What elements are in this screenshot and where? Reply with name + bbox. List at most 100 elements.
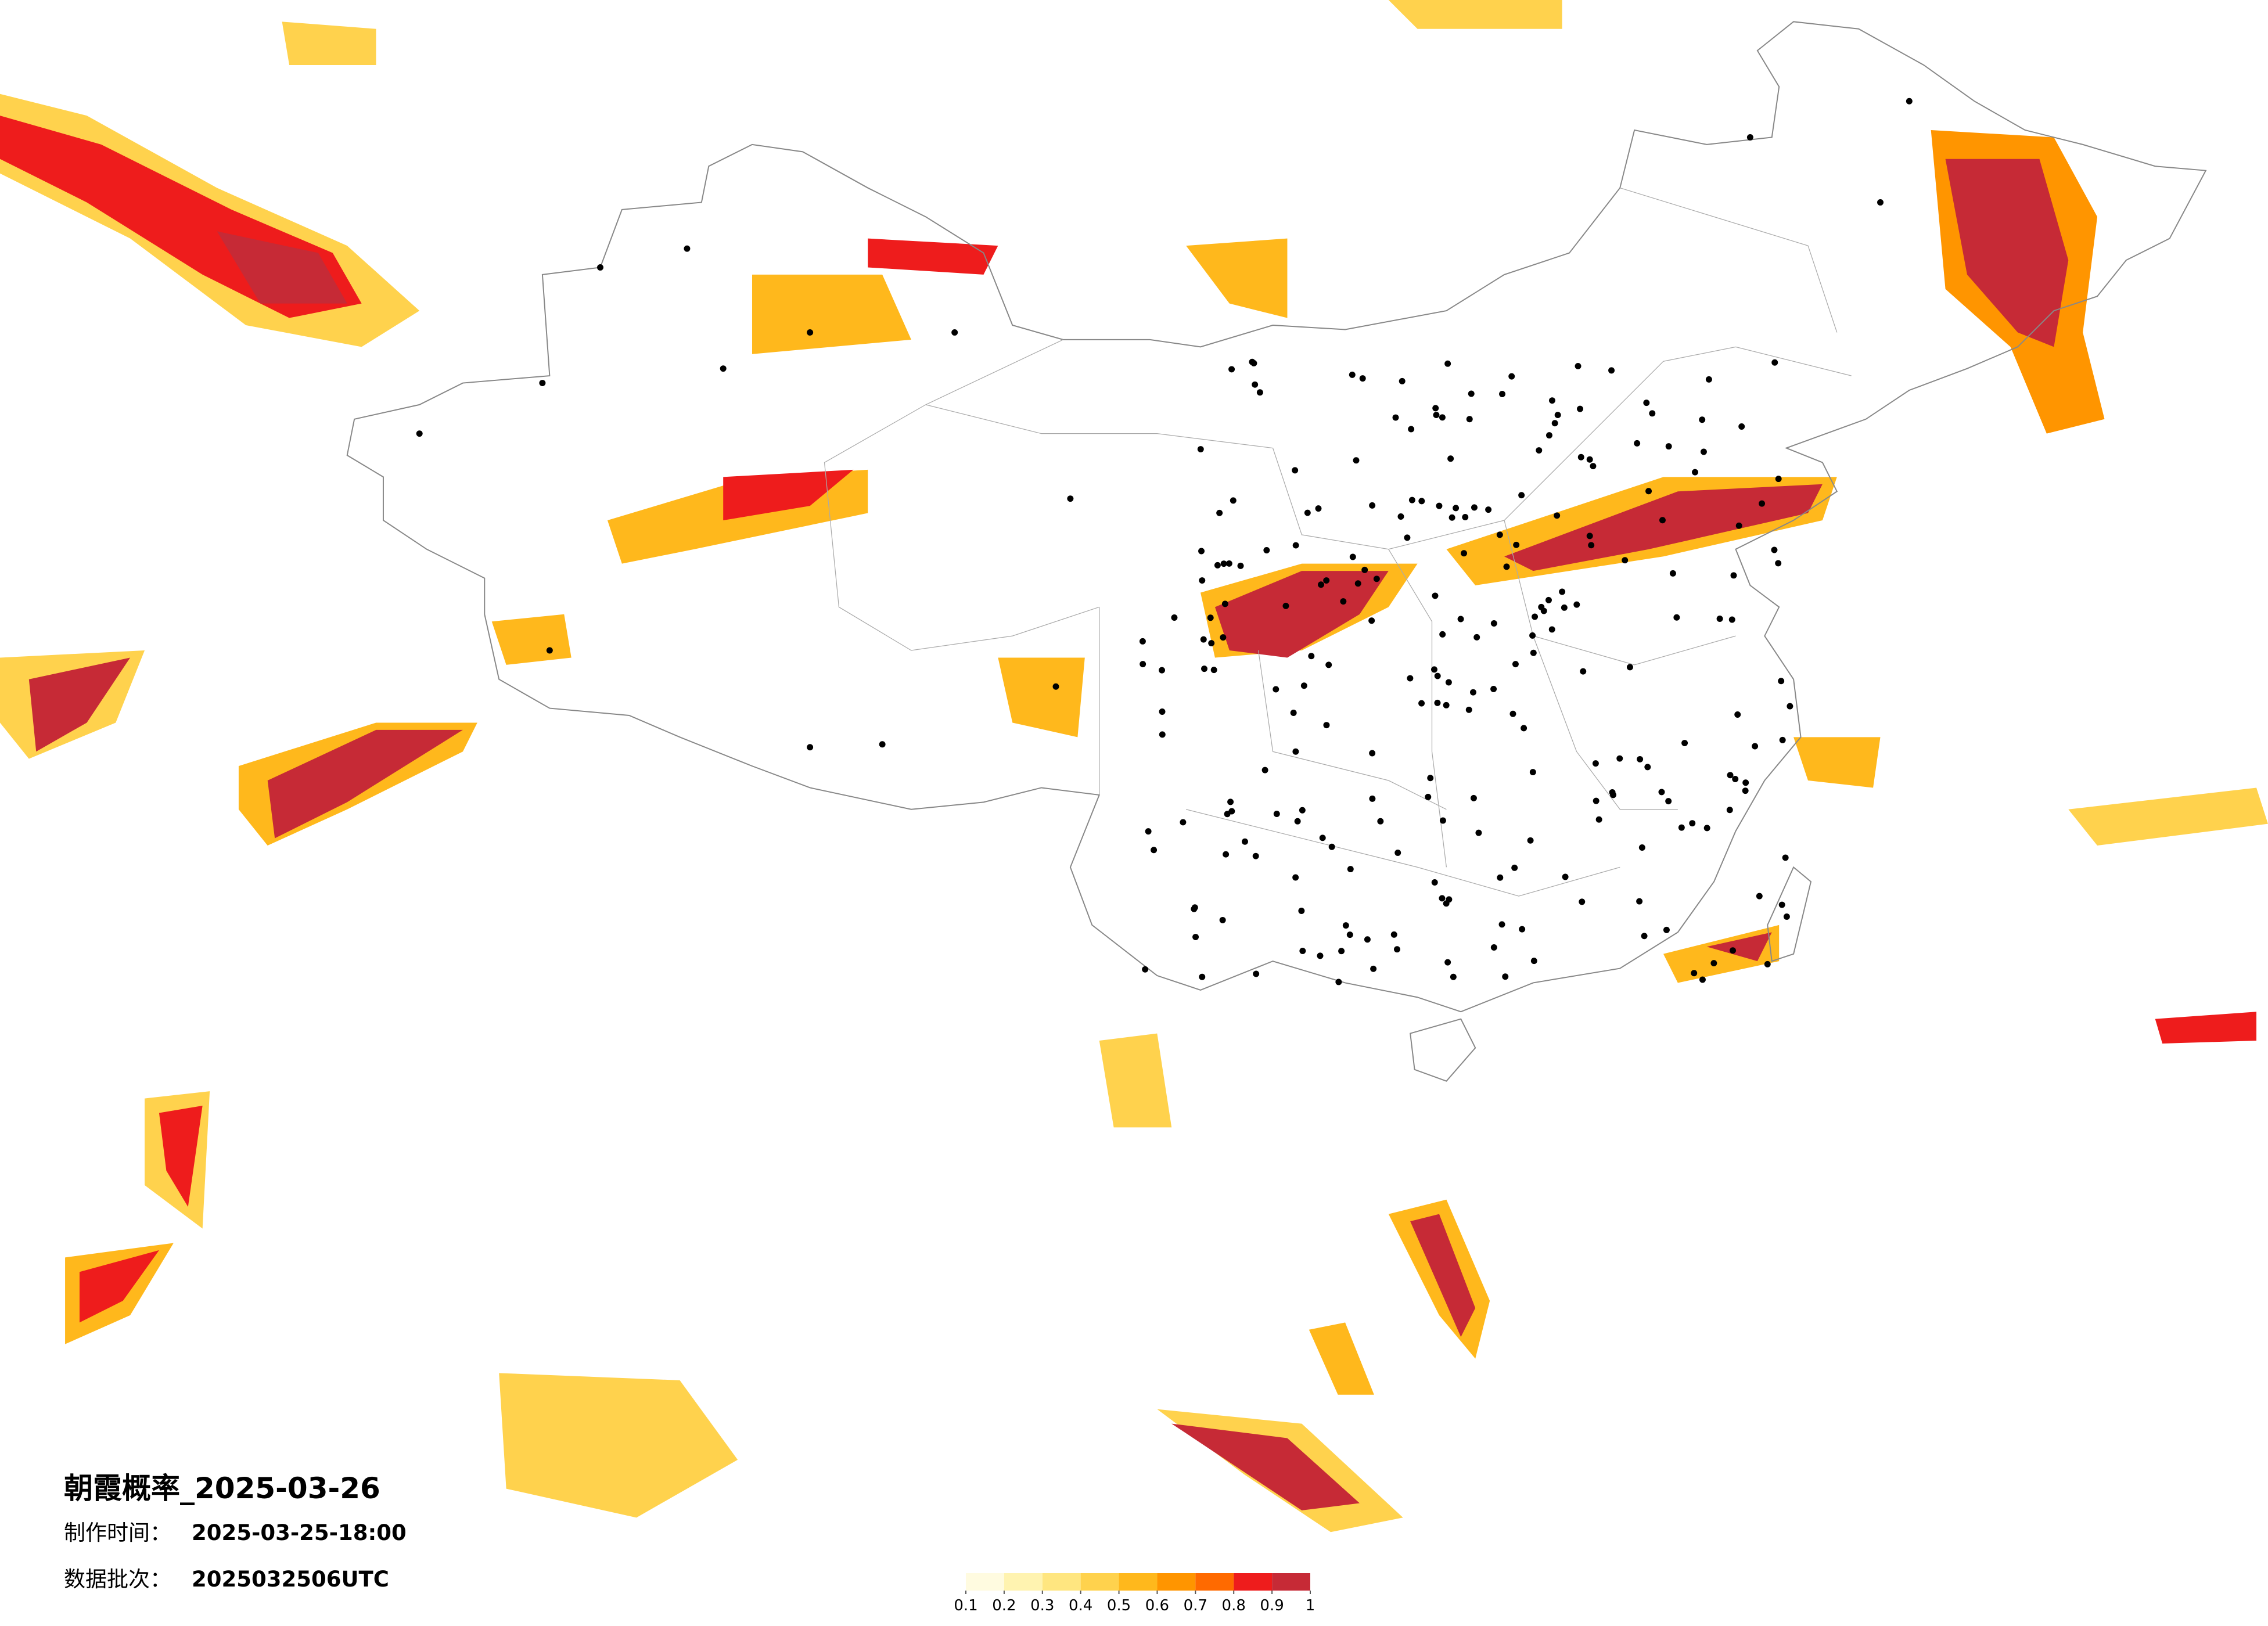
city-dot: [1496, 531, 1503, 538]
city-dot: [1779, 736, 1786, 743]
city-dot: [1502, 973, 1509, 980]
heat-area: [1309, 1322, 1374, 1395]
city-dot: [1308, 653, 1315, 660]
city-dot: [1425, 793, 1432, 800]
city-dot: [1390, 931, 1397, 938]
city-dot: [1445, 679, 1452, 686]
city-dot: [1554, 412, 1561, 419]
city-dot: [1577, 405, 1583, 412]
heat-area: [2155, 1012, 2257, 1044]
city-dot: [1216, 509, 1223, 516]
city-dot: [1208, 640, 1215, 647]
city-dot: [1067, 495, 1074, 502]
city-dot: [1399, 377, 1406, 384]
heat-area: [1504, 484, 1823, 571]
city-dot: [1242, 838, 1248, 845]
heat-area: [1171, 1423, 1360, 1510]
city-dot: [1436, 502, 1443, 509]
city-dot: [1142, 966, 1149, 973]
city-dot: [1273, 811, 1280, 817]
city-dot: [1292, 748, 1299, 755]
made-label: 制作时间：: [64, 1520, 171, 1545]
city-dot: [1644, 764, 1651, 771]
city-dot: [1237, 562, 1244, 569]
colorbar-tick-label: 0.5: [1107, 1597, 1131, 1614]
colorbar-tick-label: 0.3: [1030, 1597, 1054, 1614]
city-dot: [1439, 817, 1446, 824]
city-dot: [1532, 613, 1539, 620]
city-dot: [1159, 731, 1166, 738]
city-dot: [1638, 844, 1645, 851]
city-dot: [1349, 371, 1356, 378]
city-dot: [1214, 562, 1221, 569]
city-dot: [1548, 397, 1555, 404]
city-dot: [1692, 469, 1698, 476]
city-dot: [1577, 454, 1584, 461]
colorbar-swatch: [1119, 1573, 1158, 1591]
city-dot: [1658, 789, 1665, 796]
city-dot: [1538, 603, 1545, 610]
city-dot: [1730, 572, 1737, 579]
heat-area: [491, 614, 572, 665]
city-dot: [1431, 666, 1437, 673]
city-dot: [1471, 504, 1478, 511]
city-dot: [1292, 467, 1299, 474]
city-dot: [1643, 400, 1650, 406]
city-dot: [1710, 960, 1717, 967]
city-dot: [1783, 913, 1790, 920]
city-dot: [1145, 828, 1152, 835]
heat-area: [1410, 1214, 1476, 1337]
city-dot: [1432, 405, 1439, 412]
heat-area: [723, 469, 854, 521]
city-dot: [1649, 410, 1656, 417]
city-dot: [1616, 755, 1623, 762]
city-dot: [1545, 432, 1552, 439]
city-dot: [1559, 588, 1566, 595]
colorbar-tick-label: 0.8: [1222, 1597, 1246, 1614]
map-title: 朝霞概率_2025-03-26: [64, 1472, 380, 1505]
city-dot: [1434, 699, 1441, 706]
city-dot: [1529, 632, 1536, 639]
city-dot: [1689, 820, 1696, 827]
city-dot: [1434, 672, 1441, 679]
city-dot: [1221, 600, 1228, 607]
city-dot: [1228, 366, 1235, 373]
city-dot: [1465, 706, 1472, 713]
colorbar-swatch: [1004, 1573, 1043, 1591]
heat-area: [1706, 932, 1772, 962]
city-dot: [1338, 948, 1345, 955]
city-dot: [1433, 412, 1440, 419]
city-dot: [1230, 497, 1237, 504]
city-dot: [1191, 905, 1198, 912]
city-dot: [1699, 976, 1706, 983]
city-dot: [1392, 414, 1399, 421]
city-dot: [1466, 416, 1473, 423]
city-dot: [1347, 866, 1354, 873]
city-dot: [1159, 667, 1166, 674]
colorbar-tick-label: 0.1: [954, 1597, 977, 1614]
heat-area: [998, 657, 1085, 738]
city-dot: [1513, 541, 1520, 548]
city-dot: [1052, 683, 1059, 690]
city-dot: [1207, 614, 1214, 621]
city-dot: [1551, 420, 1558, 427]
city-dot: [1732, 776, 1739, 782]
heat-area: [752, 274, 911, 354]
heat-area: [1945, 159, 2069, 347]
city-dot: [1171, 614, 1178, 621]
city-dot: [1645, 488, 1652, 495]
city-dot: [1364, 936, 1371, 943]
heat-area: [217, 231, 347, 304]
city-dot: [1431, 879, 1438, 886]
city-dot: [1518, 492, 1525, 499]
city-dot: [1536, 447, 1543, 454]
city-dot: [1368, 617, 1375, 624]
heat-area: [28, 657, 131, 752]
city-dot: [1354, 580, 1361, 587]
city-dot: [597, 264, 603, 271]
country-outline: [346, 21, 2207, 1013]
city-dot: [1703, 825, 1710, 832]
colorbar-swatch: [1272, 1573, 1310, 1591]
city-dot: [1201, 665, 1207, 672]
city-dot: [1407, 675, 1414, 682]
